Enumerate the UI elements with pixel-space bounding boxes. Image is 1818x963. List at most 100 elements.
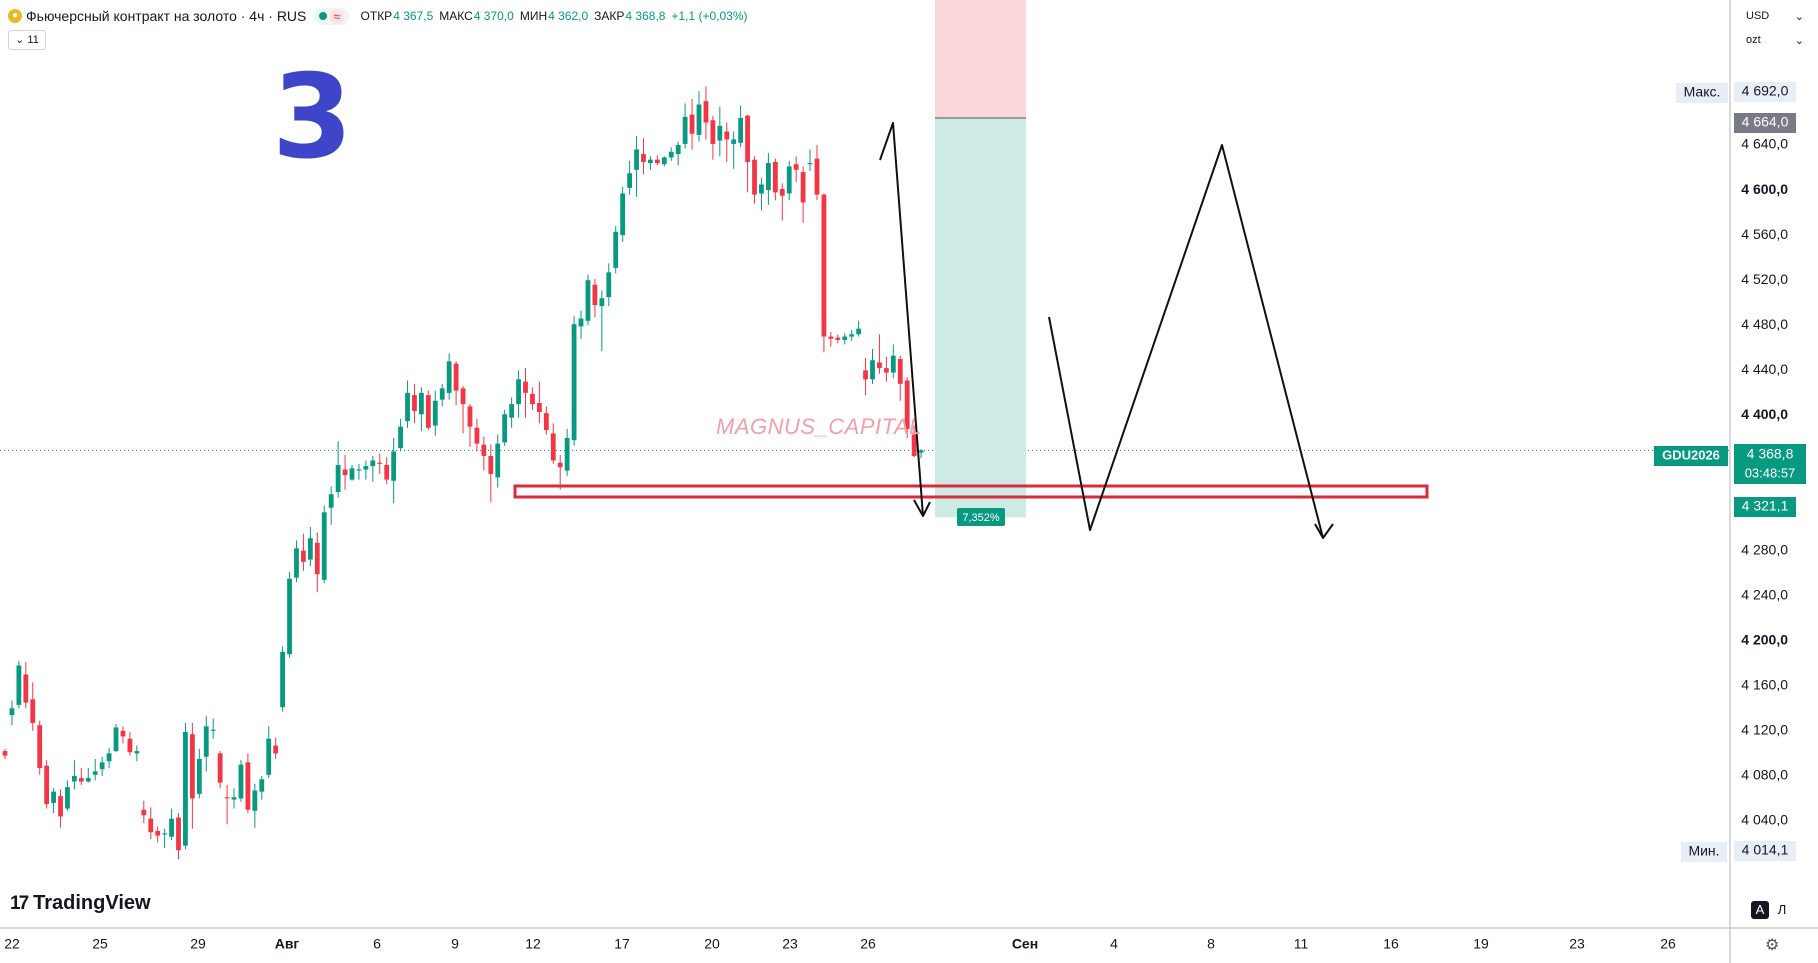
tradingview-logo[interactable]: 17 TradingView	[10, 892, 151, 915]
candle-body	[842, 336, 848, 340]
candle-body	[675, 145, 681, 155]
position-percent-badge	[957, 508, 1005, 526]
candle-body	[314, 542, 320, 575]
target-value: 4 321,1	[1742, 498, 1789, 514]
symbol-header[interactable]: ● Фьючерсный контракт на золото · 4ч · R…	[8, 6, 748, 26]
candle-body	[51, 791, 56, 803]
candle-body	[488, 455, 494, 474]
unit-select[interactable]: ozt ⌄	[1740, 30, 1810, 50]
forecast-arrow-head[interactable]	[1314, 523, 1334, 539]
candle-body	[495, 443, 501, 478]
candle-body	[85, 778, 91, 782]
time-tick-label: 23	[782, 936, 798, 952]
candle-body	[870, 360, 875, 380]
candle-body	[682, 116, 688, 144]
time-tick-label: 26	[1660, 936, 1676, 952]
candle-body	[328, 494, 334, 508]
high-value: 4 370,0	[473, 9, 514, 23]
time-tick-label: 17	[614, 936, 630, 952]
drawn-forecast-lines[interactable]	[879, 122, 1334, 539]
stop-loss-area[interactable]	[935, 0, 1026, 119]
ticker-badge-bg	[1654, 446, 1728, 466]
candle-body	[217, 753, 223, 783]
candle-body	[460, 388, 466, 405]
candle-body	[9, 708, 15, 716]
price-tick-label: 4 080,0	[1741, 767, 1788, 783]
candle-body	[127, 738, 133, 753]
candle-body	[585, 280, 591, 321]
candle-body	[169, 818, 174, 837]
candle-body	[287, 578, 292, 655]
candle-body	[224, 797, 230, 799]
position-percent: 7,352%	[962, 512, 1000, 524]
candle-body	[911, 434, 917, 456]
candle-body	[738, 118, 744, 143]
candle-body	[661, 157, 667, 165]
chevron-down-icon: ⌄	[1794, 10, 1804, 23]
auto-scale-button[interactable]: A	[1751, 901, 1769, 919]
candle-body	[37, 725, 43, 768]
time-tick-label: Сен	[1012, 936, 1038, 952]
candle-body	[641, 154, 646, 162]
candle-body	[502, 414, 508, 443]
candle-body	[550, 433, 556, 461]
support-zone-rect[interactable]	[513, 484, 1429, 499]
candle-body	[613, 231, 619, 268]
gear-icon[interactable]: ⚙	[1765, 937, 1780, 954]
candle-body	[516, 379, 521, 405]
candle-body	[543, 413, 549, 431]
candle-body	[231, 797, 237, 800]
max-value-bg	[1734, 82, 1796, 102]
candle-body	[606, 272, 612, 298]
live-dot-icon	[319, 12, 328, 20]
currency-select[interactable]: USD ⌄	[1740, 6, 1810, 26]
market-status[interactable]: ≈	[314, 7, 349, 25]
candle-body	[710, 120, 716, 144]
support-zone[interactable]	[513, 484, 1429, 499]
candle-body	[23, 674, 29, 703]
price-tick-label: 4 520,0	[1741, 271, 1788, 287]
stop-value-bg	[1734, 113, 1796, 133]
candle-body	[745, 115, 750, 162]
candle-body	[176, 817, 181, 851]
candle-body	[196, 758, 202, 794]
candle-body	[807, 163, 813, 165]
candle-body	[65, 787, 70, 809]
price-tick-label: 4 040,0	[1741, 812, 1788, 828]
candle-body	[481, 444, 487, 456]
time-axis[interactable]: 22 25 29 Авг 6 9 12 17 20 23 26 Сен 4 8 11 16 19 23 26	[4, 936, 1676, 952]
indicators-toggle[interactable]: ⌄ 11	[8, 30, 46, 50]
candle-body	[731, 139, 737, 144]
forecast-arrow-head[interactable]	[913, 499, 931, 517]
log-scale-button[interactable]: Л	[1777, 902, 1787, 917]
candle-body	[72, 775, 77, 782]
forecast-zigzag[interactable]	[1048, 144, 1324, 539]
candle-body	[821, 194, 827, 337]
bar-countdown: 03:48:57	[1745, 465, 1796, 480]
forecast-line-down[interactable]	[879, 122, 924, 517]
time-tick-label: 19	[1473, 936, 1489, 952]
ticker-badge: GDU2026	[1662, 447, 1720, 462]
price-tick-label: 4 120,0	[1741, 722, 1788, 738]
candle-body	[627, 173, 632, 188]
candle-body	[689, 114, 695, 134]
candle-body	[398, 426, 403, 449]
min-label: Мин.	[1688, 843, 1719, 859]
price-axis[interactable]: 4 040,0 4 080,0 4 120,0 4 160,0 4 200,0 4 240…	[1654, 82, 1806, 862]
symbol-title[interactable]: Фьючерсный контракт на золото · 4ч · RUS	[26, 8, 307, 24]
indicators-count: 11	[27, 34, 39, 46]
short-position-tool[interactable]: 7,352%	[935, 0, 1026, 526]
candle-body	[877, 362, 882, 369]
candle-body	[897, 359, 903, 384]
candle-body	[474, 427, 480, 444]
candle-body	[356, 469, 362, 471]
candle-body	[634, 149, 639, 170]
price-tick-label: 4 600,0	[1741, 181, 1788, 197]
candle-body	[307, 538, 313, 560]
candle-body	[266, 738, 272, 775]
take-profit-area[interactable]	[935, 118, 1026, 518]
author-watermark: MAGNUS_CAPITAL	[716, 414, 922, 439]
candle-body	[696, 104, 702, 135]
